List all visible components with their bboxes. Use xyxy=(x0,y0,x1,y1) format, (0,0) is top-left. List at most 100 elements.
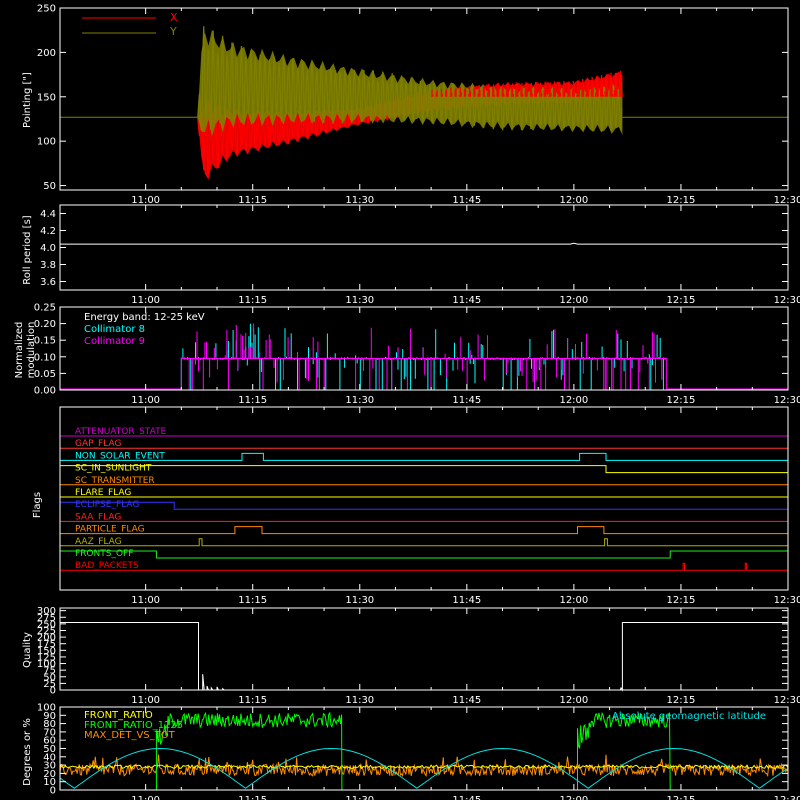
y-tick-label: 0.20 xyxy=(34,319,56,330)
quality-ylabel: Quality xyxy=(22,632,33,668)
ratios-plot-area xyxy=(59,711,789,791)
x-tick-label: 11:15 xyxy=(238,695,267,706)
modulation-panel: 11:00 11:15 11:30 11:45 12:00 12:15 12:30 0.00 0… xyxy=(14,303,800,407)
x-tick-label: 11:30 xyxy=(345,195,374,206)
legend-front-ratio: FRONT_RATIO xyxy=(84,710,153,721)
x-tick-label: 11:15 xyxy=(238,395,267,406)
legend-collimator-9: Collimator 9 xyxy=(84,336,145,347)
x-tick-label: 12:30 xyxy=(774,595,800,606)
y-tick-label: 0.05 xyxy=(34,369,56,380)
y-pointing-series-fill xyxy=(197,29,623,137)
flags-axes: 11:00 11:15 11:30 11:45 12:00 12:15 12:30 xyxy=(59,406,800,606)
flag-line-particle-flag xyxy=(60,526,788,535)
x-tick-label: 11:00 xyxy=(131,395,160,406)
legend-front-ratio-1225: FRONT_RATIO_1225 xyxy=(84,720,183,731)
axis-frame xyxy=(59,607,789,691)
pointing-panel: 11:00 11:15 11:30 11:45 12:00 12:15 12:30 50 100… xyxy=(22,4,800,207)
flag-line-aaz-flag xyxy=(60,538,788,547)
x-tick-label: 12:15 xyxy=(667,695,696,706)
pointing-axes: 11:00 11:15 11:30 11:45 12:00 12:15 12:30 50 100… xyxy=(37,4,800,207)
x-tick-label: 12:15 xyxy=(667,795,696,800)
y-tick-label: 50 xyxy=(43,744,56,755)
roll-period-axes: 11:00 11:15 11:30 11:45 12:00 12:15 12:30 3.6 3.… xyxy=(40,204,800,306)
flag-label: PARTICLE_FLAG xyxy=(75,525,145,535)
pointing-ylabel: Pointing ["] xyxy=(22,72,33,128)
ratios-ylabel: Degrees or % xyxy=(22,718,33,786)
x-tick-label: 12:30 xyxy=(774,195,800,206)
x-tick-label: 12:30 xyxy=(774,695,800,706)
y-tick-label: 0 xyxy=(50,686,56,697)
y-tick-label: 4.4 xyxy=(40,209,56,220)
x-pointing-overlay xyxy=(431,70,623,97)
y-tick-label: 75 xyxy=(43,666,56,677)
y-tick-label: 225 xyxy=(37,626,56,637)
y-tick-label: 100 xyxy=(37,703,56,714)
y-tick-label: 300 xyxy=(37,606,56,617)
y-tick-label: 150 xyxy=(37,92,56,103)
flag-label: SAA_FLAG xyxy=(75,512,121,522)
y-tick-label: 10 xyxy=(43,777,56,788)
x-tick-label: 12:00 xyxy=(559,795,588,800)
y-tick-label: 0.00 xyxy=(34,386,56,397)
y-tick-label: 200 xyxy=(37,48,56,59)
x-tick-label: 11:45 xyxy=(452,695,481,706)
quality-axes: 11:00 11:15 11:30 11:45 12:00 12:15 12:30 02550… xyxy=(37,606,800,706)
flag-line-non-solar-event xyxy=(60,452,788,461)
y-tick-label: 20 xyxy=(43,769,56,780)
modulation-ylabel: Normalized xyxy=(14,322,25,379)
y-tick-label: 0.15 xyxy=(34,336,56,347)
y-tick-label: 50 xyxy=(43,672,56,683)
legend-collimator-8: Collimator 8 xyxy=(84,324,145,335)
x-tick-label: 12:30 xyxy=(774,795,800,800)
x-tick-label: 12:00 xyxy=(559,195,588,206)
y-tick-label: 25 xyxy=(43,679,56,690)
flag-label: FLARE_FLAG xyxy=(75,488,131,498)
flag-label: AAZ_FLAG xyxy=(75,537,122,547)
y-tick-label: 70 xyxy=(43,727,56,738)
flag-label: ECLIPSE_FLAG xyxy=(75,500,139,510)
y-tick-label: 200 xyxy=(37,633,56,644)
legend-max-det-vs-tot: MAX_DET_VS_TOT xyxy=(84,730,176,741)
roll-period-series xyxy=(60,242,788,245)
y-tick-label: 0 xyxy=(50,786,56,797)
pointing-plot-area xyxy=(60,26,788,180)
front-ratio-series xyxy=(59,764,789,770)
y-tick-label: 3.8 xyxy=(40,260,56,271)
x-tick-label: 11:15 xyxy=(238,595,267,606)
geomag-latitude-series xyxy=(59,747,789,789)
axis-frame xyxy=(59,7,789,191)
x-tick-label: 11:30 xyxy=(345,695,374,706)
legend-y-label: Y xyxy=(169,25,177,38)
flag-label: NON_SOLAR_EVENT xyxy=(75,451,165,461)
y-tick-label: 250 xyxy=(37,619,56,630)
y-tick-label: 175 xyxy=(37,639,56,650)
y-tick-label: 40 xyxy=(43,752,56,763)
x-tick-label: 11:00 xyxy=(131,295,160,306)
y-tick-label: 250 xyxy=(37,4,56,15)
y-tick-label: 150 xyxy=(37,646,56,657)
axis-frame xyxy=(59,406,789,591)
x-tick-label: 11:00 xyxy=(131,695,160,706)
x-tick-label: 12:15 xyxy=(667,595,696,606)
x-tick-label: 11:45 xyxy=(452,795,481,800)
modulation-axes: 11:00 11:15 11:30 11:45 12:00 12:15 12:30 0.00 0… xyxy=(34,303,800,407)
x-tick-label: 11:30 xyxy=(345,395,374,406)
x-pointing-peaks xyxy=(431,70,623,97)
ratios-panel: 11:00 11:15 11:30 11:45 12:00 12:15 12:30 01020… xyxy=(22,703,800,800)
flag-label: ATTENUATOR_STATE xyxy=(75,427,167,437)
geomag-latitude-annotation: Absolute geomagnetic latitude xyxy=(612,711,766,722)
y-tick-label: 125 xyxy=(37,652,56,663)
y-tick-label: 60 xyxy=(43,736,56,747)
roll-period-ylabel: Roll period [s] xyxy=(22,215,33,284)
quality-panel: 11:00 11:15 11:30 11:45 12:00 12:15 12:30 02550… xyxy=(22,606,800,706)
max-det-vs-tot-series xyxy=(59,754,789,778)
y-tick-label: 90 xyxy=(43,711,56,722)
roll-period-panel: 11:00 11:15 11:30 11:45 12:00 12:15 12:30 3.6 3.… xyxy=(22,204,800,306)
x-tick-label: 11:30 xyxy=(345,595,374,606)
x-tick-label: 12:30 xyxy=(774,395,800,406)
x-tick-label: 11:45 xyxy=(452,195,481,206)
flag-line-eclipse-flag xyxy=(60,501,788,510)
x-tick-label: 12:15 xyxy=(667,395,696,406)
x-tick-label: 12:30 xyxy=(774,295,800,306)
